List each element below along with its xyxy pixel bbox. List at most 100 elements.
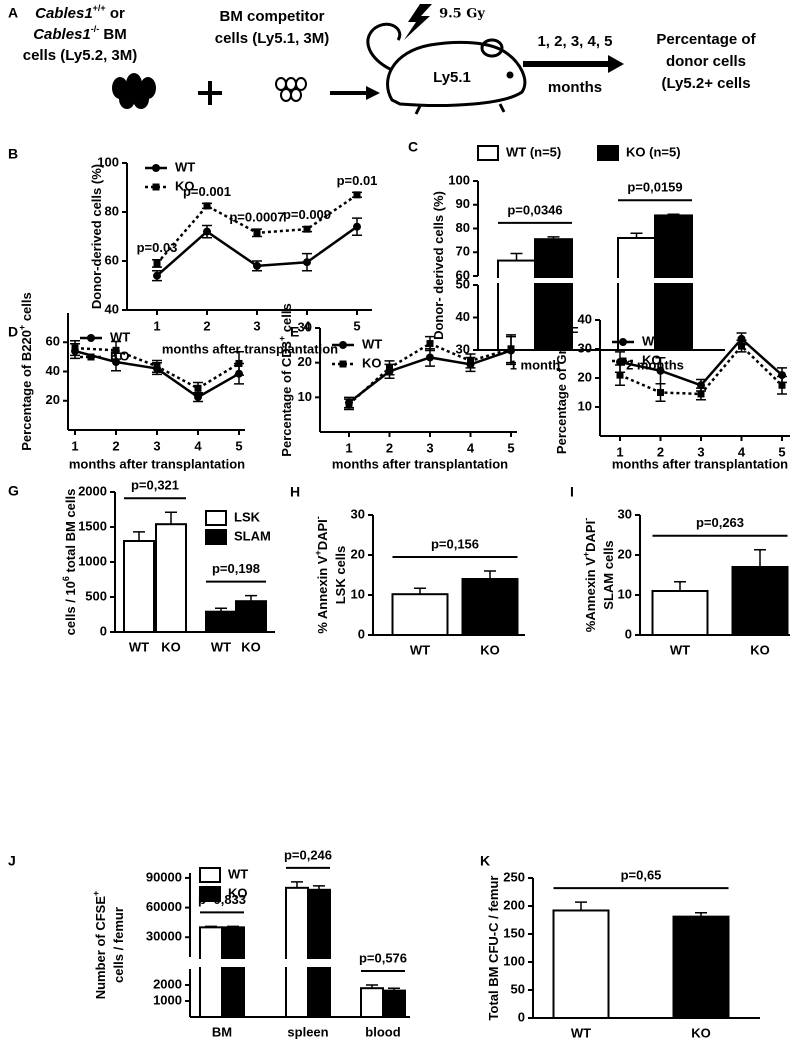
panel-label: F xyxy=(570,324,579,340)
legend-label: WT xyxy=(110,329,130,344)
text-run: Donor- derived cells (%) xyxy=(431,191,446,340)
legend-label: WT xyxy=(228,866,248,881)
p-value: p=0,246 xyxy=(284,847,332,862)
legend-marker xyxy=(339,360,347,368)
legend-label: KO xyxy=(642,352,662,367)
panel-label: B xyxy=(8,146,18,162)
legend-label: WT xyxy=(175,159,195,174)
error-bar xyxy=(754,549,766,567)
x-tick-label: 2 xyxy=(386,440,393,455)
bar xyxy=(497,259,536,351)
donor-text-line: cells (Ly5.2, 3M) xyxy=(23,47,138,64)
marker xyxy=(112,357,120,366)
y-axis-label: Percentage of B220+ cells xyxy=(17,292,34,450)
bar xyxy=(123,540,155,633)
y-axis-label: Donor-derived cells (%) xyxy=(89,164,104,309)
bar xyxy=(731,566,789,636)
marker xyxy=(153,362,161,370)
error-bar xyxy=(291,881,303,888)
marker xyxy=(303,225,311,233)
error-bar xyxy=(575,901,587,911)
x-axis-label: months after transplantation xyxy=(332,456,508,471)
legend-marker xyxy=(87,353,95,361)
marker xyxy=(386,364,393,372)
legend-label: KO xyxy=(362,355,382,370)
marker xyxy=(112,346,120,354)
error-bar xyxy=(674,581,686,591)
legend-swatch xyxy=(477,145,499,161)
y-tick-label: 1000 xyxy=(153,992,182,1007)
y-tick-label: 20 xyxy=(578,369,592,384)
legend-label: WT xyxy=(642,333,662,348)
p-value: p=0.009 xyxy=(283,207,331,222)
legend-marker xyxy=(152,183,160,191)
marker xyxy=(426,353,434,362)
y-tick-label: 30 xyxy=(618,506,632,521)
readout-text: Percentage of xyxy=(656,31,756,48)
x-tick-label: 2 xyxy=(112,438,119,453)
marker xyxy=(697,390,705,398)
marker xyxy=(353,222,361,231)
y-tick-label: 20 xyxy=(298,354,312,369)
legend-label: KO xyxy=(228,885,248,900)
y-tick-label: 0 xyxy=(100,623,107,638)
text-run: LSK cells xyxy=(333,546,348,605)
marker xyxy=(657,389,664,396)
x-tick-label: 2 xyxy=(657,444,664,459)
p-value: p=0.0007 xyxy=(229,210,284,225)
marker xyxy=(426,340,434,348)
text-run: cells (Ly5.2, 3M) xyxy=(23,47,138,64)
time-unit-label: months xyxy=(548,79,602,96)
bar xyxy=(461,578,519,636)
bar xyxy=(382,989,406,1018)
error-bar xyxy=(313,885,325,890)
y-tick-label: 200 xyxy=(503,897,525,912)
bar xyxy=(155,523,187,634)
y-axis-label: Number of CFSE+ xyxy=(91,891,108,1000)
legend-label: LSK xyxy=(234,509,261,524)
y-tick-label: 60000 xyxy=(146,899,182,914)
legend-marker xyxy=(619,357,627,365)
text-run: Percentage of CD3 xyxy=(279,341,294,457)
text-run: Number of CFSE xyxy=(93,896,108,1000)
panel-label: G xyxy=(8,483,19,499)
text-run: Cables1 xyxy=(35,5,93,22)
y-tick-label: 2000 xyxy=(78,483,107,498)
superscript: +/+ xyxy=(93,3,106,13)
marker xyxy=(507,345,515,353)
irradiation-bolt xyxy=(404,4,432,40)
chart-panel: E 10 20 30 Percentage of CD3+ cells months af… xyxy=(277,303,517,471)
superscript: + xyxy=(277,336,287,341)
p-value: p=0,0346 xyxy=(507,202,562,217)
y-tick-label: 60 xyxy=(46,334,60,349)
legend-marker xyxy=(619,338,627,346)
error-bar xyxy=(667,213,680,216)
text-run: %Annexin V xyxy=(583,557,598,632)
dose-label: 9.5 Gy xyxy=(439,7,485,22)
text-run: cells xyxy=(19,292,34,325)
text-run: SLAM cells xyxy=(601,540,616,609)
y-tick-label: 30 xyxy=(578,340,592,355)
panel-label: D xyxy=(8,324,18,340)
y-tick-label: 80 xyxy=(105,203,119,218)
y-axis-label: Donor- derived cells (%) xyxy=(431,191,446,340)
bar xyxy=(391,593,449,637)
competitor-cells xyxy=(275,77,307,102)
p-value: p=0,0159 xyxy=(627,180,682,195)
legend-swatch xyxy=(205,510,227,526)
text-run: total BM cells xyxy=(63,489,78,576)
x-axis-label: months after transplantation xyxy=(162,341,338,356)
panel-label: E xyxy=(290,324,299,340)
y-tick-label: 10 xyxy=(578,398,592,413)
competitor-text: cells (Ly5.1, 3M) xyxy=(215,30,330,47)
p-value: p=0,198 xyxy=(212,561,260,576)
error-bar xyxy=(366,984,378,989)
y-tick-label: 70 xyxy=(456,244,470,259)
mouse xyxy=(366,22,527,115)
